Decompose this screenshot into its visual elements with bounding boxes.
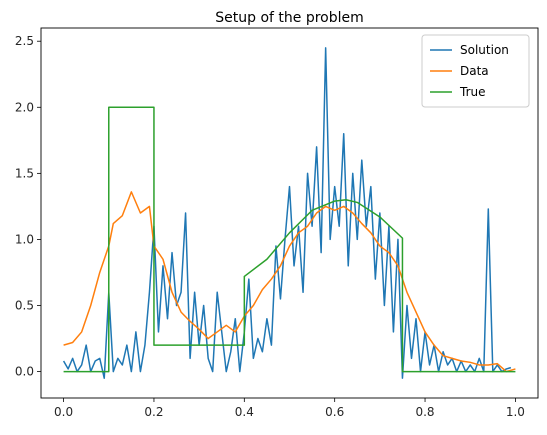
y-tick-label: 0.5 <box>15 299 34 313</box>
legend-label-solution: Solution <box>460 43 509 57</box>
series-line-data <box>63 191 516 373</box>
y-tick-label: 0.0 <box>15 365 34 379</box>
legend-label-data: Data <box>460 64 489 78</box>
legend-label-true: True <box>459 85 486 99</box>
y-axis: 0.0 0.5 1.0 1.5 2.0 2.5 <box>15 34 41 379</box>
chart-title: Setup of the problem <box>215 10 364 26</box>
x-tick-label: 0.2 <box>144 405 163 419</box>
plot-frame <box>40 27 539 399</box>
y-tick-label: 2.5 <box>15 34 34 48</box>
y-tick-label: 1.0 <box>15 232 34 246</box>
x-tick-label: 0.0 <box>54 405 73 419</box>
x-tick-label: 0.4 <box>235 405 254 419</box>
series-line-solution <box>62 47 512 379</box>
series-layer <box>62 47 516 379</box>
legend-box <box>421 34 530 108</box>
y-tick-label: 2.0 <box>15 100 34 114</box>
legend: Solution Data True <box>421 34 530 108</box>
series-line-true <box>63 106 516 373</box>
x-axis: 0.0 0.2 0.4 0.6 0.8 1.0 <box>54 398 525 419</box>
x-tick-label: 0.6 <box>325 405 344 419</box>
y-tick-label: 1.5 <box>15 166 34 180</box>
x-tick-label: 1.0 <box>506 405 525 419</box>
x-tick-label: 0.8 <box>415 405 434 419</box>
